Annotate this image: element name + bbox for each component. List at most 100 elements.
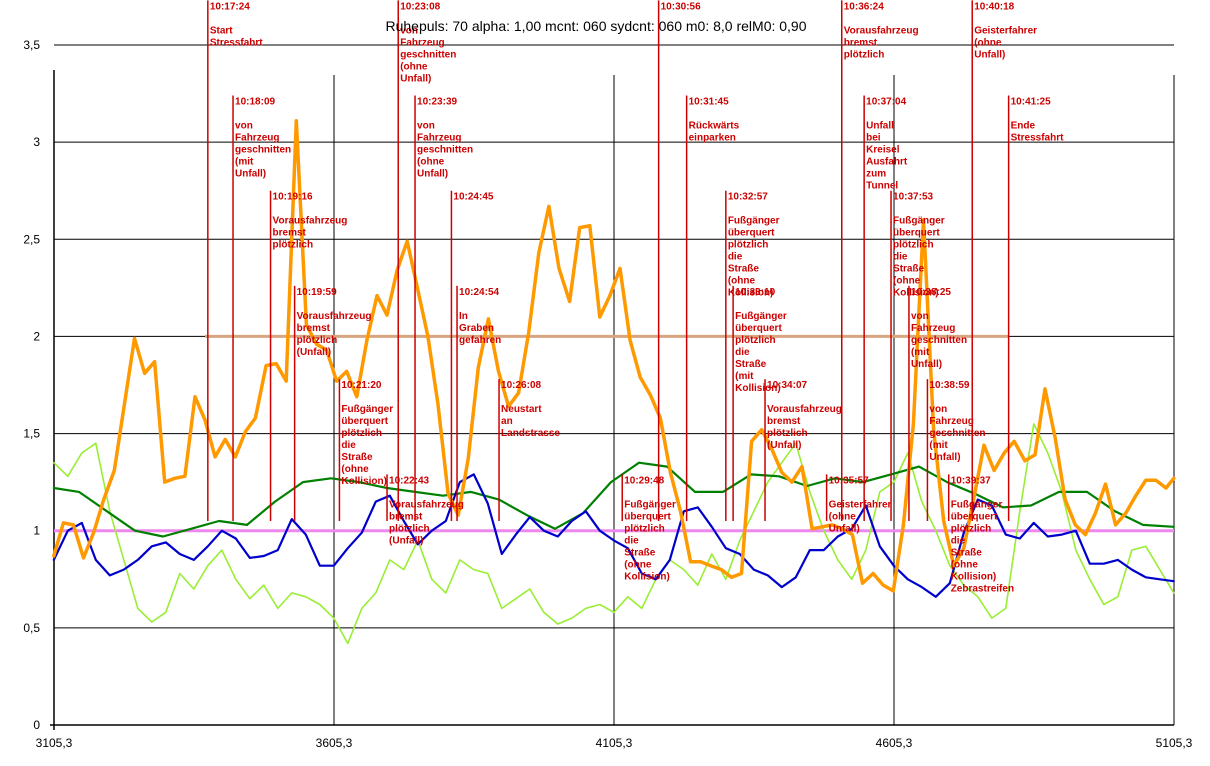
annotation-label-line: (mit bbox=[929, 440, 948, 451]
annotation-label-line: bremst bbox=[273, 228, 307, 239]
annotation-time: 10:31:45 bbox=[689, 97, 729, 108]
annotation-label-line: Straße bbox=[893, 264, 925, 275]
annotation-label-line: plötzlich bbox=[844, 49, 885, 60]
annotation-label-line: Unfall) bbox=[911, 359, 942, 370]
annotation-label-line: Fußgänger bbox=[728, 216, 780, 227]
annotation-label-line: geschnitten bbox=[911, 335, 967, 346]
annotation-label-line: plötzlich bbox=[624, 523, 665, 534]
annotation-time: 10:37:04 bbox=[866, 97, 906, 108]
annotation: 10:30:56 bbox=[657, 0, 701, 521]
annotation-label-line: von bbox=[911, 311, 929, 322]
annotation-label-line: Tunnel bbox=[866, 181, 898, 192]
annotation-label: von Fahrzeug geschnitten (ohne Unfall) bbox=[400, 25, 456, 84]
annotation-label-line: Fußgänger bbox=[624, 499, 676, 510]
annotation-label-line: plötzlich bbox=[767, 428, 808, 439]
annotation-label: Fußgänger überquert plötzlich die Straße (ohn… bbox=[341, 404, 393, 487]
annotation-time: 10:18:09 bbox=[235, 97, 275, 108]
annotation: 10:38:59 von Fahrzeug geschnitten (mit Unfall… bbox=[926, 379, 986, 521]
annotation-label-line: Fußgänger bbox=[893, 216, 945, 227]
annotation-time: 10:32:57 bbox=[728, 192, 768, 203]
annotation-label-line: die bbox=[728, 252, 743, 263]
annotation-time: 10:23:39 bbox=[417, 97, 457, 108]
annotation-label-line: Straße bbox=[951, 547, 983, 558]
annotation-label-line: von bbox=[929, 404, 947, 415]
annotation: 10:40:18 Geisterfahrer (ohne Unfall) bbox=[971, 0, 1037, 521]
annotation-label-line: bremst bbox=[297, 323, 331, 334]
annotation-label-line: überquert bbox=[728, 228, 775, 239]
x-tick-label: 4105,3 bbox=[596, 736, 633, 750]
annotation: 10:18:09 von Fahrzeug geschnitten (mit Unfall… bbox=[232, 95, 291, 521]
annotation-label-line: Kollision) bbox=[893, 288, 939, 299]
annotation-time: 10:41:25 bbox=[1011, 97, 1051, 108]
annotation-label-line: Ende bbox=[1011, 121, 1036, 132]
annotation-label-line: die bbox=[624, 535, 639, 546]
annotation: 10:41:25 Ende Stressfahrt bbox=[1007, 95, 1064, 521]
annotation-label-line: Unfall) bbox=[417, 169, 448, 180]
series-line-green bbox=[52, 461, 1175, 538]
annotation: 10:26:08 Neustart an Landstrasse bbox=[498, 379, 560, 521]
annotation-label-line: einparken bbox=[689, 133, 736, 144]
annotation-time: 10:19:59 bbox=[297, 287, 337, 298]
annotation-label-line: (ohne bbox=[417, 157, 445, 168]
annotation-label-line: Geisterfahrer bbox=[829, 499, 892, 510]
annotation: 10:39:37 Fußgänger überquert plötzlich die St… bbox=[947, 474, 1014, 594]
annotation-label: Vorausfahrzeug bremst plötzlich bbox=[844, 25, 919, 60]
annotation-label-line: Ausfahrt bbox=[866, 157, 908, 168]
y-tick-label: 2 bbox=[33, 329, 40, 343]
annotation-label-line: (ohne bbox=[624, 559, 652, 570]
annotation-label-line: die bbox=[951, 535, 966, 546]
annotation-label-line: Fußgänger bbox=[951, 499, 1003, 510]
annotation-label-line: plötzlich bbox=[951, 523, 992, 534]
y-tick-label: 3,5 bbox=[23, 38, 40, 52]
annotation-label-line: plötzlich bbox=[273, 240, 314, 251]
annotation-label-line: Unfall) bbox=[235, 169, 266, 180]
annotation-label-line: Unfall) bbox=[929, 452, 960, 463]
annotation-label-line: Stressfahrt bbox=[1011, 133, 1064, 144]
annotation: 10:36:24 Vorausfahrzeug bremst plötzlich bbox=[841, 0, 919, 521]
annotation-label-line: gefahren bbox=[459, 335, 501, 346]
annotation: 10:17:24 Start Stressfahrt bbox=[207, 0, 263, 521]
annotation-label-line: Start bbox=[210, 25, 233, 36]
x-tick-label: 4605,3 bbox=[876, 736, 913, 750]
annotation-label-line: bremst bbox=[389, 511, 423, 522]
annotation-label-line: (ohne bbox=[400, 61, 428, 72]
annotation-time: 10:37:53 bbox=[893, 192, 933, 203]
series-group bbox=[52, 119, 1176, 645]
annotation-time: 10:33:10 bbox=[735, 287, 775, 298]
annotation: 10:29:48 Fußgänger überquert plötzlich die St… bbox=[621, 474, 676, 582]
annotation-label-line: von bbox=[417, 121, 435, 132]
annotation-time: 10:36:24 bbox=[844, 1, 884, 12]
annotation-label: Start Stressfahrt bbox=[210, 25, 263, 48]
annotation-label-line: (ohne bbox=[974, 37, 1002, 48]
annotation-label-line: Fahrzeug bbox=[235, 133, 279, 144]
annotation-label: von Fahrzeug geschnitten (mit Unfall) bbox=[235, 121, 291, 180]
annotation-label: Rückwärts einparken bbox=[689, 121, 740, 144]
series-line-orange bbox=[52, 119, 1176, 593]
annotation-label-line: Landstrasse bbox=[501, 428, 560, 439]
annotation-label-line: geschnitten bbox=[235, 145, 291, 156]
annotation-label-line: (mit bbox=[235, 157, 254, 168]
annotation-label-line: Vorausfahrzeug bbox=[273, 216, 348, 227]
annotation-label-line: von bbox=[400, 25, 418, 36]
annotation-label: Ende Stressfahrt bbox=[1011, 121, 1064, 144]
annotation-label-line: (Unfall) bbox=[767, 440, 801, 451]
annotation: 10:34:07 Vorausfahrzeug bremst plötzlich (Un… bbox=[764, 379, 842, 521]
annotation-label-line: die bbox=[341, 440, 356, 451]
annotation-label-line: Geisterfahrer bbox=[974, 25, 1037, 36]
annotation-label: Fußgänger überquert plötzlich die Straße (ohn… bbox=[893, 216, 945, 299]
annotation-label: Neustart an Landstrasse bbox=[501, 404, 560, 439]
tick-labels: 0 0,5 1 1,5 2 2,5 3 3,5 3105,3 3605,3 4105,3 4605,3… bbox=[23, 38, 1192, 750]
annotation: 10:33:10 Fußgänger überquert plötzlich die St… bbox=[732, 285, 787, 521]
annotation-label-line: (ohne bbox=[728, 276, 756, 287]
annotation-label-line: plötzlich bbox=[728, 240, 769, 251]
annotation-label-line: Rückwärts bbox=[689, 121, 740, 132]
annotation-label-line: Fahrzeug bbox=[929, 416, 973, 427]
y-tick-label: 2,5 bbox=[23, 232, 40, 246]
annotation-time: 10:19:16 bbox=[273, 192, 313, 203]
annotation-label-line: plötzlich bbox=[893, 240, 934, 251]
y-tick-label: 3 bbox=[33, 135, 40, 149]
annotation-label-line: Kollision) bbox=[735, 383, 781, 394]
